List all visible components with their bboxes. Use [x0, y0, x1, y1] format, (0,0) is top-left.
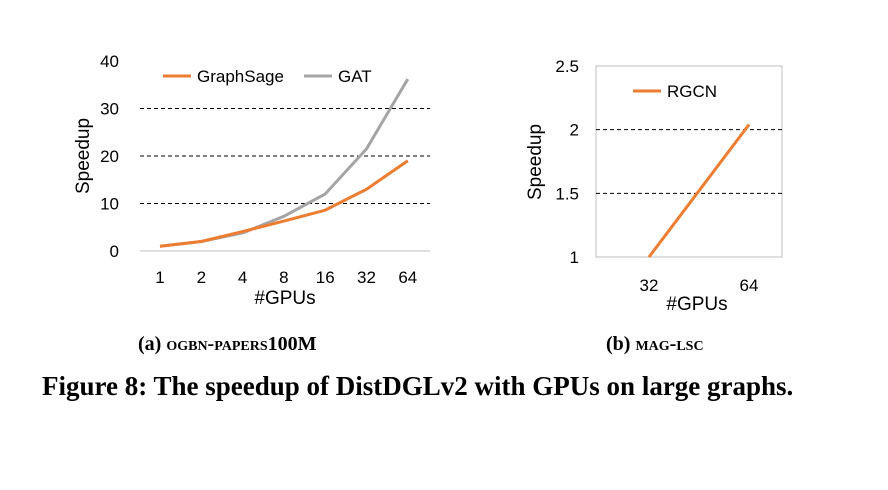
x-tick-label: 4 — [238, 268, 247, 287]
x-axis-label: #GPUs — [666, 294, 727, 315]
y-tick-label: 2.5 — [555, 57, 579, 76]
caption-a-dataset: ogbn-papers — [166, 333, 268, 355]
speedup-chart-mag-lsc: 1 1.5 2 2.5 32 64 RGCN #GPUs Speedup — [525, 57, 783, 315]
caption-b-dataset: mag-lsc — [635, 333, 704, 355]
legend-label-graphsage: GraphSage — [197, 67, 284, 86]
y-tick-label: 10 — [100, 195, 119, 214]
caption-a-prefix: (a) — [138, 333, 162, 355]
y-tick-label: 20 — [100, 147, 119, 166]
x-axis-label: #GPUs — [254, 288, 315, 309]
figure-caption: Figure 8: The speedup of DistDGLv2 with … — [42, 371, 794, 401]
gridlines — [596, 129, 782, 194]
y-tick-label: 2 — [570, 121, 579, 140]
x-tick-label: 32 — [640, 276, 659, 295]
caption-b-prefix: (b) — [606, 333, 631, 355]
x-tick-label: 32 — [357, 268, 376, 287]
subfigure-caption-b: (b) mag-lsc — [606, 333, 704, 356]
y-axis-label: Speedup — [73, 118, 94, 194]
series-line-rgcn — [647, 123, 751, 258]
caption-a-suffix: 100M — [267, 333, 317, 355]
y-tick-label: 40 — [100, 52, 119, 71]
plot-area-border — [595, 65, 783, 258]
y-tick-label: 0 — [110, 242, 119, 261]
x-tick-label: 64 — [398, 268, 417, 287]
y-tick-label: 30 — [100, 100, 119, 119]
x-tick-label: 16 — [316, 268, 335, 287]
x-tick-label: 8 — [279, 268, 288, 287]
y-axis-label: Speedup — [525, 124, 546, 200]
subfigure-caption-a: (a) ogbn-papers100M — [138, 333, 317, 356]
x-tick-label: 2 — [197, 268, 206, 287]
legend-label-gat: GAT — [338, 67, 372, 86]
y-tick-label: 1.5 — [555, 184, 579, 203]
series-line-graphsage — [159, 159, 409, 248]
x-tick-label: 1 — [155, 268, 164, 287]
legend-label-rgcn: RGCN — [667, 82, 717, 101]
y-tick-label: 1 — [570, 248, 579, 267]
x-tick-label: 64 — [740, 276, 759, 295]
gridlines — [140, 108, 430, 204]
